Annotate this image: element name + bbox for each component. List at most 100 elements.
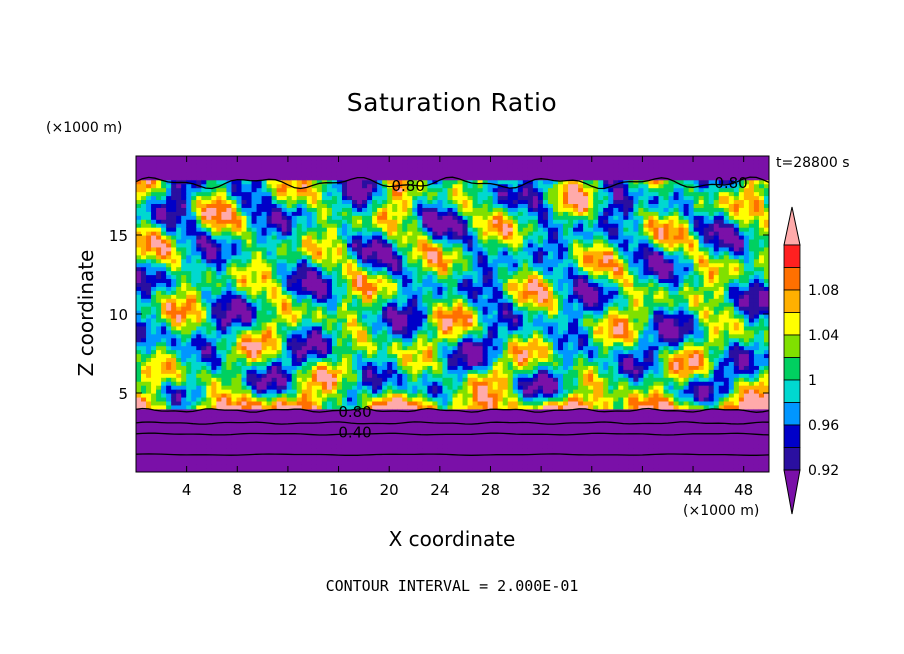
heatmap-cell <box>296 333 303 339</box>
heatmap-cell <box>261 377 268 382</box>
heatmap-cell <box>367 242 373 248</box>
heatmap-cell <box>412 250 418 256</box>
heatmap-cell <box>306 333 313 339</box>
heatmap-cell <box>306 314 313 319</box>
heatmap-cell <box>306 357 313 362</box>
heatmap-cell <box>296 294 303 299</box>
heatmap-cell <box>156 468 162 472</box>
heatmap-cell <box>276 183 283 189</box>
heatmap-cell <box>392 231 398 236</box>
heatmap-cell <box>296 306 303 311</box>
heatmap-cell <box>176 381 182 386</box>
heatmap-cell <box>311 377 318 382</box>
heatmap-cell <box>341 468 348 472</box>
heatmap-cell <box>347 171 353 177</box>
heatmap-cell <box>191 242 197 248</box>
heatmap-cell <box>377 258 383 264</box>
heatmap-cell <box>372 306 378 311</box>
heatmap-cell <box>432 266 439 272</box>
heatmap-cell <box>156 159 162 165</box>
heatmap-cell <box>171 337 177 343</box>
heatmap-cell <box>151 389 157 394</box>
heatmap-cell <box>367 278 373 283</box>
heatmap-cell <box>221 235 228 240</box>
heatmap-cell <box>321 373 328 378</box>
heatmap-cell <box>382 286 388 291</box>
heatmap-cell <box>417 353 423 359</box>
heatmap-cell <box>407 183 413 189</box>
heatmap-cell <box>196 211 202 216</box>
heatmap-cell <box>347 282 353 287</box>
heatmap-cell <box>372 223 378 228</box>
heatmap-cell <box>437 357 444 362</box>
heatmap-cell <box>276 246 283 252</box>
heatmap-cell <box>331 314 338 319</box>
heatmap-cell <box>296 290 303 295</box>
heatmap-cell <box>417 460 423 465</box>
heatmap-cell <box>261 381 268 386</box>
heatmap-cell <box>417 464 423 469</box>
heatmap-cell <box>372 310 378 315</box>
heatmap-cell <box>432 349 439 355</box>
heatmap-cell <box>407 191 413 197</box>
heatmap-cell <box>291 464 298 469</box>
heatmap-cell <box>271 191 278 197</box>
heatmap-cell <box>266 231 273 236</box>
heatmap-cell <box>367 440 373 445</box>
heatmap-cell <box>256 302 263 307</box>
heatmap-cell <box>326 329 333 335</box>
heatmap-cell <box>341 195 348 201</box>
heatmap-cell <box>226 361 233 366</box>
heatmap-cell <box>146 432 152 438</box>
heatmap-cell <box>196 420 202 426</box>
heatmap-cell <box>216 242 222 248</box>
heatmap-cell <box>417 349 423 355</box>
heatmap-cell <box>231 310 238 315</box>
heatmap-cell <box>276 468 283 472</box>
heatmap-cell <box>417 191 423 197</box>
heatmap-cell <box>306 385 313 390</box>
heatmap-cell <box>301 385 308 390</box>
heatmap-cell <box>141 207 147 212</box>
heatmap-cell <box>231 325 238 331</box>
heatmap-cell <box>151 440 157 445</box>
heatmap-cell <box>442 310 449 315</box>
heatmap-cell <box>352 317 358 323</box>
heatmap-cell <box>181 231 187 236</box>
heatmap-cell <box>347 365 353 370</box>
heatmap-cell <box>186 436 192 441</box>
heatmap-cell <box>382 306 388 311</box>
heatmap-cell <box>316 389 323 394</box>
heatmap-cell <box>442 468 449 472</box>
heatmap-cell <box>367 163 373 169</box>
heatmap-cell <box>196 294 202 299</box>
heatmap-cell <box>151 215 157 220</box>
heatmap-cell <box>281 420 288 426</box>
heatmap-cell <box>392 440 398 445</box>
heatmap-cell <box>311 290 318 295</box>
heatmap-cell <box>276 215 283 220</box>
heatmap-cell <box>241 278 248 283</box>
heatmap-cell <box>306 250 313 256</box>
heatmap-cell <box>161 163 167 169</box>
heatmap-cell <box>231 270 238 276</box>
heatmap-cell <box>146 310 152 315</box>
heatmap-cell <box>141 314 147 319</box>
heatmap-cell <box>321 333 328 339</box>
heatmap-cell <box>231 349 238 355</box>
heatmap-cell <box>141 341 147 347</box>
heatmap-cell <box>216 389 222 394</box>
heatmap-cell <box>186 400 192 406</box>
heatmap-cell <box>241 361 248 366</box>
heatmap-cell <box>276 416 283 422</box>
heatmap-cell <box>392 282 398 287</box>
heatmap-cell <box>141 369 147 374</box>
heatmap-cell <box>161 341 167 347</box>
heatmap-cell <box>291 270 298 276</box>
heatmap-cell <box>261 278 268 283</box>
heatmap-cell <box>347 357 353 362</box>
heatmap-cell <box>141 373 147 378</box>
heatmap-cell <box>136 211 142 216</box>
heatmap-cell <box>402 369 408 374</box>
heatmap-cell <box>151 385 157 390</box>
